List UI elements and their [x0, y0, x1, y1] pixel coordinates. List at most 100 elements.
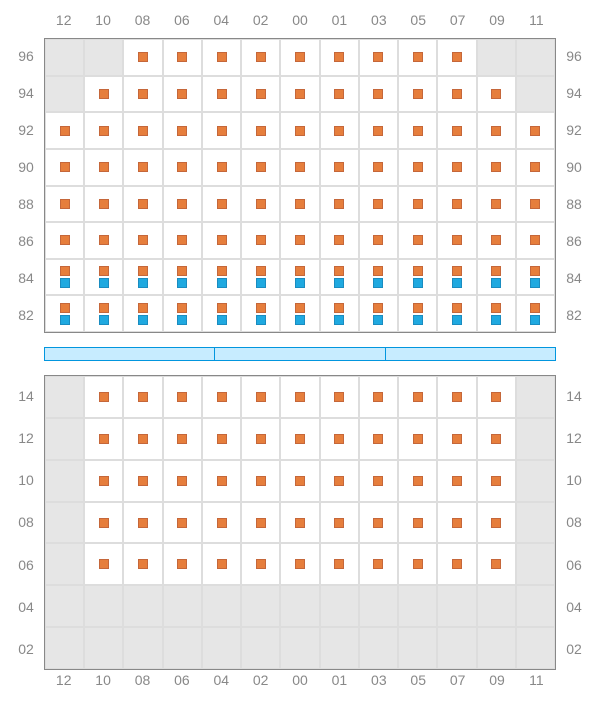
seat-cell[interactable] [45, 112, 84, 149]
seat-cell[interactable] [398, 186, 437, 223]
seat-cell[interactable] [477, 186, 516, 223]
seat-cell[interactable] [359, 295, 398, 332]
seat-cell[interactable] [398, 112, 437, 149]
seat-cell[interactable] [398, 259, 437, 296]
seat-cell[interactable] [477, 112, 516, 149]
mid-bar-segment[interactable] [215, 348, 385, 360]
seat-cell[interactable] [359, 76, 398, 113]
seat-cell[interactable] [241, 376, 280, 418]
seat-cell[interactable] [320, 222, 359, 259]
seat-cell[interactable] [320, 39, 359, 76]
seat-cell[interactable] [437, 460, 476, 502]
seat-cell[interactable] [84, 460, 123, 502]
seat-cell[interactable] [241, 149, 280, 186]
seat-cell[interactable] [359, 149, 398, 186]
seat-cell[interactable] [202, 39, 241, 76]
seat-cell[interactable] [241, 418, 280, 460]
seat-cell[interactable] [202, 112, 241, 149]
seat-cell[interactable] [163, 376, 202, 418]
seat-cell[interactable] [202, 376, 241, 418]
seat-cell[interactable] [320, 502, 359, 544]
seat-cell[interactable] [163, 259, 202, 296]
seat-cell[interactable] [45, 149, 84, 186]
seat-cell[interactable] [359, 186, 398, 223]
seat-cell[interactable] [359, 543, 398, 585]
seat-cell[interactable] [280, 543, 319, 585]
seat-cell[interactable] [84, 112, 123, 149]
seat-cell[interactable] [437, 543, 476, 585]
seat-cell[interactable] [163, 460, 202, 502]
seat-cell[interactable] [320, 149, 359, 186]
seat-cell[interactable] [280, 112, 319, 149]
seat-cell[interactable] [398, 76, 437, 113]
seat-cell[interactable] [398, 418, 437, 460]
seat-cell[interactable] [359, 259, 398, 296]
seat-cell[interactable] [123, 112, 162, 149]
seat-cell[interactable] [477, 543, 516, 585]
mid-bar-segment[interactable] [45, 348, 215, 360]
seat-cell[interactable] [437, 376, 476, 418]
seat-cell[interactable] [163, 39, 202, 76]
seat-cell[interactable] [45, 259, 84, 296]
seat-cell[interactable] [163, 418, 202, 460]
seat-cell[interactable] [202, 543, 241, 585]
seat-cell[interactable] [477, 376, 516, 418]
seat-cell[interactable] [163, 295, 202, 332]
seat-cell[interactable] [123, 460, 162, 502]
seat-cell[interactable] [280, 186, 319, 223]
seat-cell[interactable] [398, 295, 437, 332]
seat-cell[interactable] [84, 543, 123, 585]
seat-cell[interactable] [45, 222, 84, 259]
seat-cell[interactable] [123, 295, 162, 332]
seat-cell[interactable] [123, 418, 162, 460]
seat-cell[interactable] [477, 149, 516, 186]
seat-cell[interactable] [516, 259, 555, 296]
seat-cell[interactable] [163, 149, 202, 186]
seat-cell[interactable] [84, 186, 123, 223]
seat-cell[interactable] [280, 418, 319, 460]
seat-cell[interactable] [437, 76, 476, 113]
seat-cell[interactable] [398, 222, 437, 259]
seat-cell[interactable] [320, 186, 359, 223]
seat-cell[interactable] [280, 460, 319, 502]
seat-cell[interactable] [359, 502, 398, 544]
seat-cell[interactable] [123, 149, 162, 186]
seat-cell[interactable] [437, 418, 476, 460]
seat-cell[interactable] [516, 149, 555, 186]
seat-cell[interactable] [123, 222, 162, 259]
seat-cell[interactable] [398, 39, 437, 76]
seat-cell[interactable] [84, 418, 123, 460]
seat-cell[interactable] [280, 76, 319, 113]
seat-cell[interactable] [84, 149, 123, 186]
seat-cell[interactable] [477, 295, 516, 332]
seat-cell[interactable] [84, 259, 123, 296]
seat-cell[interactable] [437, 186, 476, 223]
mid-bar-segment[interactable] [386, 348, 555, 360]
seat-cell[interactable] [202, 149, 241, 186]
seat-cell[interactable] [123, 259, 162, 296]
seat-cell[interactable] [123, 502, 162, 544]
seat-cell[interactable] [202, 186, 241, 223]
seat-cell[interactable] [123, 543, 162, 585]
seat-cell[interactable] [320, 259, 359, 296]
seat-cell[interactable] [84, 376, 123, 418]
seat-cell[interactable] [437, 149, 476, 186]
seat-cell[interactable] [241, 259, 280, 296]
seat-cell[interactable] [84, 222, 123, 259]
seat-cell[interactable] [359, 460, 398, 502]
seat-cell[interactable] [359, 39, 398, 76]
seat-cell[interactable] [241, 295, 280, 332]
seat-cell[interactable] [477, 460, 516, 502]
seat-cell[interactable] [437, 222, 476, 259]
seat-cell[interactable] [320, 418, 359, 460]
seat-cell[interactable] [477, 222, 516, 259]
seat-cell[interactable] [280, 39, 319, 76]
seat-cell[interactable] [123, 376, 162, 418]
seat-cell[interactable] [320, 460, 359, 502]
mid-bar[interactable] [44, 347, 556, 361]
seat-cell[interactable] [45, 295, 84, 332]
seat-cell[interactable] [320, 376, 359, 418]
seat-cell[interactable] [477, 502, 516, 544]
seat-cell[interactable] [84, 295, 123, 332]
seat-cell[interactable] [280, 502, 319, 544]
